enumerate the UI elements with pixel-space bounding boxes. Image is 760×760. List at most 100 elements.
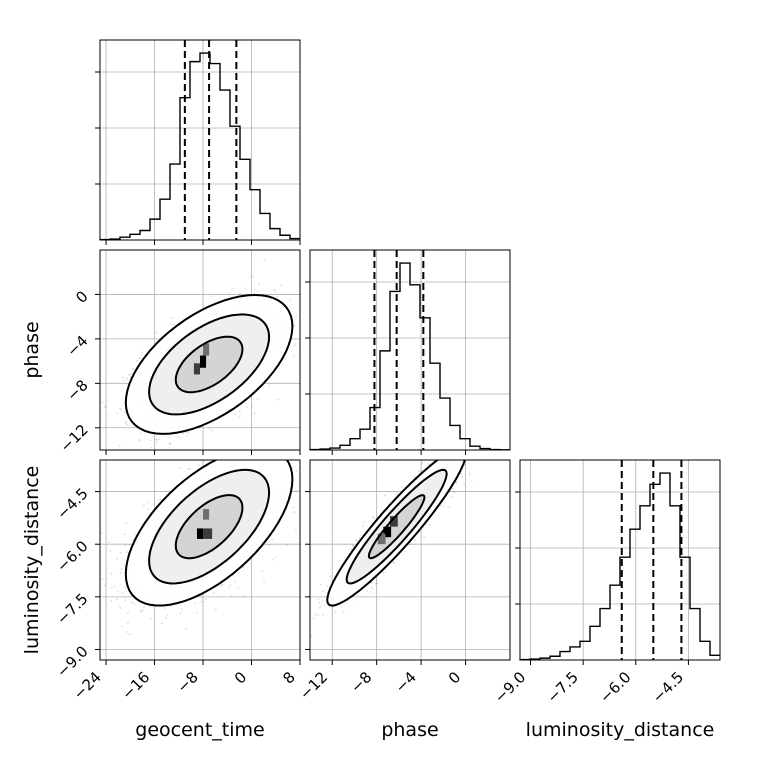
sample-point (135, 359, 138, 362)
sample-point (132, 367, 134, 370)
sample-point (119, 607, 122, 609)
sample-point (124, 599, 127, 602)
sample-point (127, 612, 129, 614)
sample-point (234, 413, 237, 416)
sample-point (138, 357, 141, 359)
sample-point (242, 595, 245, 597)
sample-point (128, 633, 131, 635)
density-bin (200, 355, 207, 368)
pair-panel-content (97, 451, 300, 635)
sample-point (122, 376, 125, 379)
contour-line-middle (148, 313, 271, 416)
panel-frame (99, 249, 301, 451)
sample-point (168, 442, 171, 445)
sample-point (215, 456, 217, 458)
sample-point (293, 324, 296, 327)
sample-point (238, 452, 240, 454)
sample-point (181, 608, 183, 611)
sample-point (235, 458, 237, 460)
sample-point (150, 617, 152, 620)
pair-panel-geocent_time-phase (99, 249, 307, 451)
sample-point (259, 456, 261, 458)
sample-point (155, 438, 157, 441)
sample-point (204, 598, 207, 601)
sample-point (127, 622, 129, 625)
sample-point (130, 601, 133, 604)
sample-point (275, 451, 277, 453)
density-bin (203, 343, 210, 356)
sample-point (109, 550, 112, 553)
contour-line-outer (124, 293, 294, 435)
sample-point (255, 456, 257, 458)
contour-line-inner (174, 335, 244, 394)
sample-point (208, 427, 211, 429)
sample-point (231, 288, 234, 290)
histogram-luminosity_distance (519, 472, 720, 661)
sample-point (170, 317, 173, 319)
sample-point (123, 533, 126, 536)
sample-point (104, 584, 106, 587)
sample-point (120, 408, 123, 411)
sample-point (277, 398, 280, 401)
sample-point (118, 444, 121, 447)
sample-point (100, 532, 103, 535)
sample-point (121, 625, 123, 627)
sample-point (120, 568, 123, 571)
sample-point (239, 410, 241, 413)
panel-frame (519, 459, 721, 661)
sample-point (235, 457, 237, 459)
sample-point (220, 584, 223, 587)
sample-point (294, 343, 297, 346)
sample-point (97, 613, 99, 615)
sample-point (304, 322, 306, 324)
sample-point (119, 583, 122, 586)
sample-point (139, 432, 142, 435)
sample-point (179, 612, 182, 615)
sample-point (121, 592, 124, 594)
sample-point (268, 384, 271, 387)
sample-point (129, 373, 132, 376)
sample-point (258, 282, 261, 285)
sample-point (234, 581, 237, 583)
sample-point (232, 574, 235, 577)
sample-point (221, 583, 224, 586)
sample-point (139, 357, 142, 360)
sample-point (141, 351, 143, 354)
sample-point (253, 412, 256, 415)
histogram-phase (309, 262, 510, 451)
sample-point (151, 605, 154, 608)
sample-point (105, 405, 108, 408)
sample-point (239, 292, 242, 295)
sample-point (256, 290, 259, 293)
sample-point (128, 373, 131, 376)
sample-point (246, 406, 249, 408)
sample-point (161, 622, 163, 625)
sample-point (104, 405, 106, 408)
sample-point (173, 323, 176, 326)
sample-point (271, 454, 273, 456)
sample-point (238, 416, 241, 418)
sample-point (238, 293, 240, 296)
sample-point (272, 288, 275, 291)
sample-point (253, 291, 256, 294)
sample-point (244, 287, 247, 289)
sample-point (271, 538, 274, 541)
sample-point (132, 539, 134, 542)
sample-point (140, 353, 143, 356)
sample-point (289, 497, 292, 500)
sample-point (125, 420, 128, 423)
sample-point (149, 439, 152, 442)
sample-point (252, 275, 255, 278)
sample-point (156, 332, 158, 334)
sample-point (110, 586, 113, 589)
sample-point (286, 544, 288, 547)
sample-point (268, 456, 270, 458)
sample-point (284, 358, 287, 360)
pair-panel-content (101, 258, 307, 450)
sample-point (164, 607, 167, 609)
sample-point (305, 323, 307, 325)
sample-point (147, 508, 150, 510)
sample-point (124, 586, 126, 589)
sample-point (275, 454, 277, 456)
sample-point (158, 438, 161, 441)
